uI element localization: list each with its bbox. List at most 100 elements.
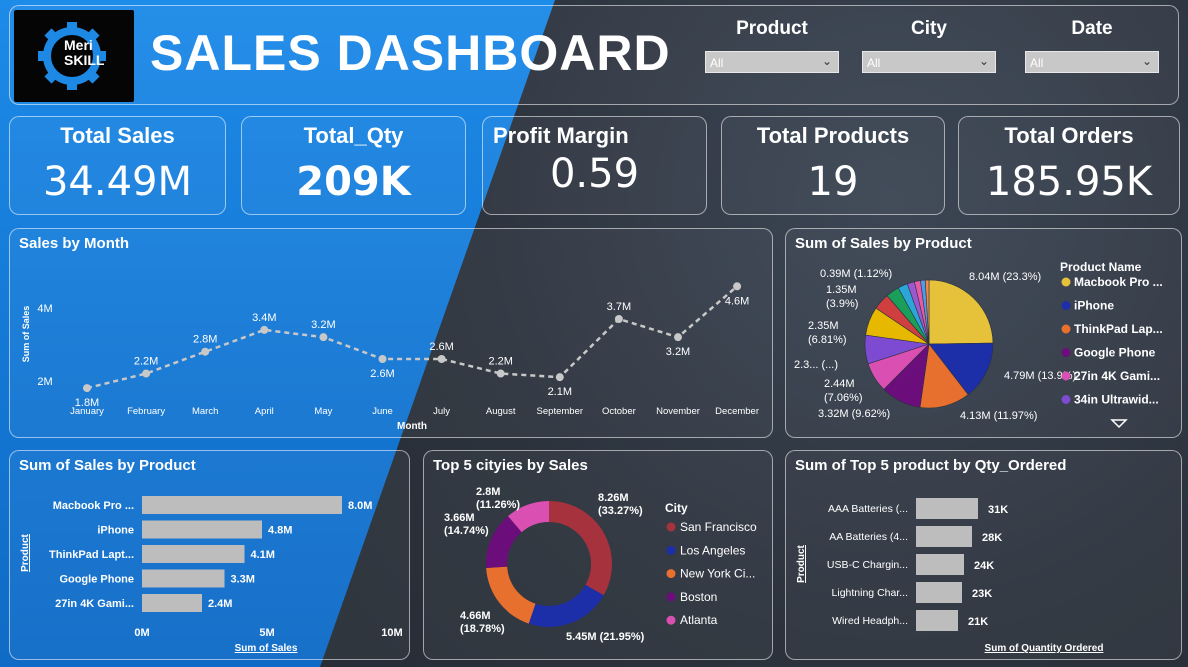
y-tick-label: USB-C Chargin... [827,559,908,571]
y-tick-label: 4M [37,303,52,315]
slice-label: (18.78%) [460,623,505,635]
donut-slice [486,566,536,624]
x-tick-label: October [602,406,636,417]
filter-city-select[interactable]: All ⌄ [862,51,996,73]
slice-label: 5.45M (21.95%) [566,631,645,643]
data-point [674,333,682,342]
bar [916,582,962,603]
legend-item: Macbook Pro ... [1074,275,1163,289]
x-axis-label: Sum of Sales [235,643,298,654]
slice-label: (6.81%) [808,334,847,346]
x-tick-label: May [314,406,332,417]
slice-label: 2.44M [824,378,855,390]
top5-qty-chart: AAA Batteries (... 31K AA Batteries (4... 2… [796,498,1103,654]
x-tick-label: December [715,406,759,417]
data-label: 2.6M [429,341,453,353]
data-label: 2.1M [548,386,572,398]
y-axis-label: Product [796,544,807,582]
kpi-label: Total_Qty [303,123,404,148]
pie-slice [928,342,994,396]
legend-item: Google Phone [1074,346,1156,360]
y-tick-label: AAA Batteries (... [828,503,908,515]
legend-swatch [1061,301,1071,310]
legend-swatch [666,569,676,579]
x-tick-label: September [537,406,583,417]
kpi-value: 209K [296,159,411,205]
slice-label: 3.66M [444,512,475,524]
legend-swatch [666,592,676,602]
bar [916,526,972,547]
data-label: 3.2M [666,346,690,358]
slice-label: 3.32M (9.62%) [818,408,890,420]
legend-swatch [1061,348,1071,357]
pie-slice [928,279,994,345]
bar [142,545,245,563]
x-axis-label: Month [397,421,427,432]
top5-qty-panel: Sum of Top 5 product by Qty_Ordered AAA … [785,450,1182,660]
data-label: 3.2M [311,319,335,331]
chevron-down-icon: ⌄ [978,54,989,68]
data-point [260,325,269,334]
slice-label: 8.04M (23.3%) [969,271,1041,283]
x-tick-label: 10M [381,627,402,639]
data-point [733,282,742,291]
data-point [437,355,446,363]
pie-sales-by-product-panel: Sum of Sales by Product 8.04M (23.3%) 4.7… [785,228,1182,438]
legend-item: ThinkPad Lap... [1074,322,1163,336]
legend-item: New York Ci... [680,567,755,581]
legend-swatch [666,522,676,532]
slice-label: 0.39M (1.12%) [820,268,892,280]
x-tick-label: June [372,406,393,417]
bar [142,594,202,612]
data-label: 2.4M [208,598,232,610]
filter-product-select[interactable]: All ⌄ [705,51,839,73]
y-tick-label: iPhone [97,525,134,537]
data-point [378,355,387,363]
slice-label: (33.27%) [598,505,643,517]
legend-swatch [666,615,676,625]
y-tick-label: AA Batteries (4... [829,531,908,543]
y-axis-label: Sum of Sales [21,306,31,363]
data-point [201,347,210,356]
x-tick-label: April [255,406,274,417]
x-tick-label: August [486,406,516,417]
slice-label: 8.26M [598,492,629,504]
data-label: 4.1M [251,549,275,561]
slice-label: 2.35M [808,320,839,332]
bar-sales-by-product-chart: Macbook Pro ... 8.0M iPhone 4.8M ThinkPad La… [20,496,403,654]
data-label: 2.2M [488,356,512,368]
data-label: 3.7M [607,301,631,313]
slice-label: 4.13M (11.97%) [960,410,1037,422]
data-label: 2.6M [370,368,394,380]
y-axis-label: Product [20,533,31,571]
kpi-label: Profit Margin [493,123,629,148]
pie-sales-by-product-chart: 8.04M (23.3%) 4.79M (13.9%) 4.13M (11.97%)… [794,260,1163,429]
y-tick-label: ThinkPad Lapt... [49,549,134,561]
data-label: 21K [968,616,988,628]
donut-slice [486,516,522,569]
data-label: 2.2M [134,356,158,368]
data-label: 2.8M [193,334,217,346]
filter-date-select[interactable]: All ⌄ [1025,51,1159,73]
filter-city-value: All [867,56,881,70]
legend-item: 27in 4K Gami... [1074,369,1160,383]
data-point [555,373,564,382]
legend-item: Atlanta [680,613,718,627]
data-point [496,369,505,378]
slice-label: (3.9%) [826,298,858,310]
kpi-total-sales: Total Sales 34.49M [9,116,226,215]
donut-slice [549,501,612,596]
filter-date-value: All [1030,56,1044,70]
chevron-down-icon: ⌄ [821,54,832,68]
bar [142,520,262,539]
top-cities-panel: Top 5 cityies by Sales 8.26M (33.27%) 5.45… [423,450,773,660]
chart-title: Sum of Top 5 product by Qty_Ordered [795,457,1067,474]
bar [916,498,978,519]
x-tick-label: 5M [259,627,274,639]
chevron-down-icon: ⌄ [1141,54,1152,68]
slice-label: (11.26%) [476,499,520,511]
bar-sales-by-product-panel: Sum of Sales by Product Macbook Pro ... 8… [9,450,410,660]
kpi-total-products: Total Products 19 [721,116,945,215]
y-tick-label: Wired Headph... [832,615,908,627]
legend-title: City [665,501,688,515]
